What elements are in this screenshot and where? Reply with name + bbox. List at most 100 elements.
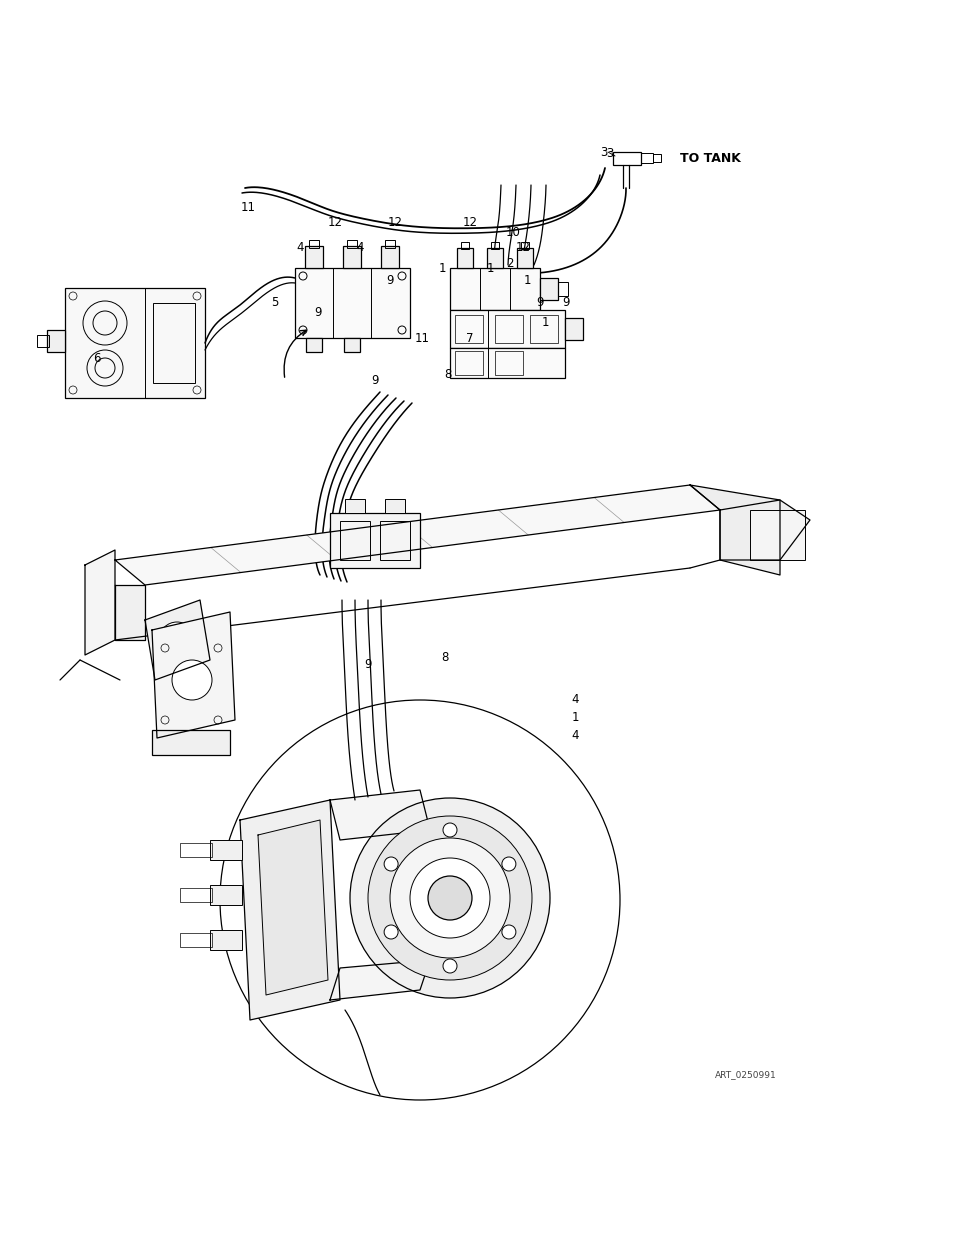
Circle shape [172,659,212,700]
Bar [152,730,230,755]
Text: 9: 9 [561,295,569,309]
Text: 1: 1 [540,315,548,329]
Bar [306,338,322,352]
Bar [347,240,356,248]
Bar [450,268,539,310]
Bar [210,885,242,905]
Text: 5: 5 [271,295,278,309]
Text: 4: 4 [571,694,578,706]
Bar [180,888,212,902]
Text: TO TANK: TO TANK [679,152,740,164]
Circle shape [390,839,510,958]
Text: 12: 12 [462,215,477,228]
FancyArrowPatch shape [284,330,306,377]
Bar [65,288,205,398]
Bar [309,240,318,248]
Text: 4: 4 [355,241,363,253]
Bar [450,348,564,378]
Bar [613,152,640,165]
Bar [343,246,360,268]
Bar [180,844,212,857]
Polygon shape [85,550,115,655]
Circle shape [410,858,490,939]
Bar [152,303,194,383]
Bar [380,246,398,268]
Circle shape [442,960,456,973]
Text: 12: 12 [515,241,530,253]
Polygon shape [689,485,780,576]
Circle shape [368,816,532,981]
Bar [486,248,502,268]
Text: 6: 6 [93,352,101,364]
Circle shape [501,857,516,871]
Text: 4: 4 [296,241,303,253]
Text: 8: 8 [441,652,448,664]
Bar [455,351,482,375]
Text: 2: 2 [506,257,514,269]
Bar [344,338,359,352]
Text: 11: 11 [240,200,255,214]
Text: 9: 9 [536,295,543,309]
Bar [47,330,65,352]
Bar [460,242,469,249]
Text: 9: 9 [371,373,378,387]
Bar [539,278,558,300]
Bar [210,840,242,860]
Bar [564,317,582,340]
Polygon shape [152,613,234,739]
Polygon shape [720,500,809,559]
Bar [558,282,567,296]
Bar [495,351,522,375]
Text: 1: 1 [571,711,578,725]
Bar [385,499,405,513]
Polygon shape [115,585,145,640]
Text: 9: 9 [386,273,394,287]
Bar [520,242,529,249]
Bar [305,246,323,268]
Bar [379,521,410,559]
Bar [652,154,660,162]
Text: 8: 8 [444,368,451,382]
Circle shape [501,925,516,939]
Bar [491,242,498,249]
Bar [37,335,49,347]
Bar [210,930,242,950]
Circle shape [159,622,194,658]
Polygon shape [240,800,339,1020]
Bar [345,499,365,513]
Circle shape [350,798,550,998]
Text: 3: 3 [606,147,613,159]
Bar [640,153,652,163]
Bar [450,310,564,348]
Text: 12: 12 [327,215,342,228]
Circle shape [384,925,397,939]
Text: 1: 1 [437,262,445,274]
Polygon shape [145,600,210,680]
Polygon shape [257,820,328,995]
Bar [749,510,804,559]
Text: 4: 4 [571,730,578,742]
Text: 11: 11 [414,331,429,345]
Bar [530,315,558,343]
Bar [294,268,410,338]
Bar [517,248,533,268]
Polygon shape [330,960,430,1000]
Text: 1: 1 [486,262,494,274]
Bar [385,240,395,248]
Circle shape [428,876,472,920]
Text: 9: 9 [314,305,321,319]
Bar [339,521,370,559]
Text: 9: 9 [364,658,372,672]
Bar [456,248,473,268]
Text: 10: 10 [505,226,520,238]
Bar [330,513,419,568]
Text: 3: 3 [599,146,607,158]
Text: ART_0250991: ART_0250991 [714,1071,776,1079]
Text: 1: 1 [522,273,530,287]
Bar [455,315,482,343]
Circle shape [384,857,397,871]
Text: 12: 12 [387,215,402,228]
Circle shape [442,823,456,837]
Circle shape [220,700,619,1100]
Text: 7: 7 [466,331,474,345]
